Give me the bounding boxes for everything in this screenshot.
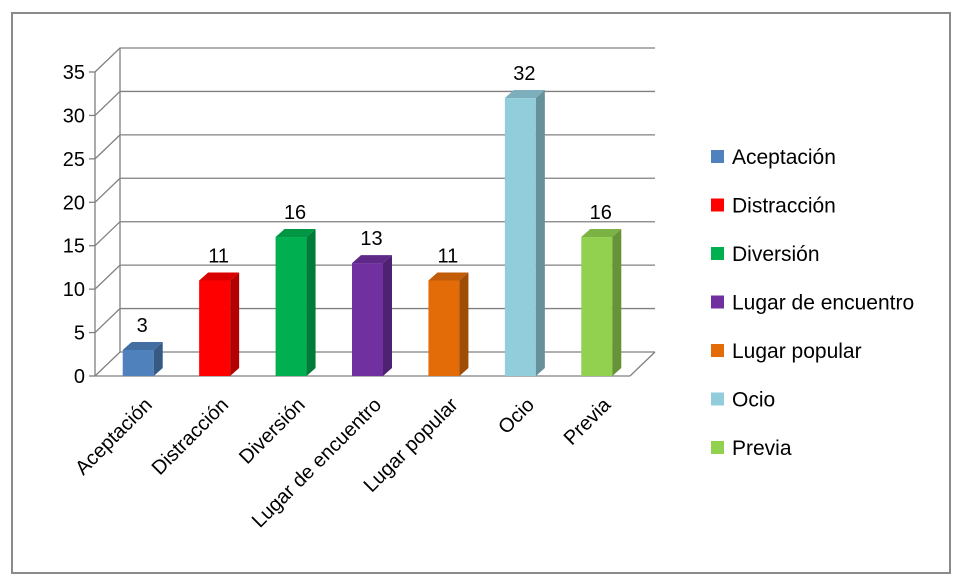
- bar-top: [504, 90, 545, 99]
- x-tick-label: Distracción: [148, 394, 234, 480]
- bar-front: [122, 349, 154, 376]
- bar-side: [459, 272, 469, 376]
- bar-front: [581, 237, 613, 376]
- legend-label: Diversión: [732, 243, 820, 266]
- legend-swatch: [711, 441, 724, 454]
- x-tick-label: Diversión: [235, 394, 310, 469]
- bar: [122, 341, 163, 376]
- y-tick-label: 20: [63, 192, 85, 214]
- bar-top: [352, 255, 392, 264]
- legend-swatch: [711, 150, 724, 163]
- y-tick-label: 30: [63, 105, 85, 127]
- legend-item: Lugar de encuentro: [711, 292, 914, 315]
- y-tick-label: 35: [63, 62, 85, 84]
- gridline: [94, 264, 655, 290]
- legend-label: Aceptación: [732, 146, 836, 169]
- data-label: 16: [590, 202, 612, 224]
- legend-item: Previa: [711, 437, 792, 460]
- y-tick-label: 25: [63, 149, 85, 171]
- gridline: [94, 351, 655, 377]
- legend-item: Ocio: [711, 389, 775, 412]
- bar-side: [535, 90, 545, 377]
- legend-swatch: [711, 247, 724, 260]
- gridline: [94, 177, 655, 203]
- legend-item: Lugar popular: [711, 340, 862, 363]
- legend-label: Previa: [732, 437, 792, 460]
- gridline: [94, 47, 655, 73]
- chart-frame: [11, 12, 951, 574]
- y-tick-label: 10: [63, 279, 85, 301]
- legend-item: Diversión: [711, 243, 820, 266]
- y-tick-label: 15: [63, 236, 85, 258]
- bar-top: [275, 229, 316, 238]
- gridline: [94, 134, 655, 160]
- gridline: [94, 221, 655, 247]
- bar-top: [122, 341, 163, 350]
- bar-side: [306, 229, 316, 376]
- y-tick-label: 0: [74, 366, 85, 388]
- bar-top: [199, 272, 240, 281]
- data-label: 13: [360, 228, 382, 250]
- bar-front: [199, 280, 231, 376]
- data-label: 11: [438, 245, 459, 267]
- bar-side: [230, 272, 240, 376]
- legend-swatch: [711, 198, 724, 212]
- bar-front: [504, 98, 536, 377]
- x-tick-label: Previa: [560, 393, 616, 449]
- floor-right: [629, 351, 656, 377]
- legend-swatch: [711, 295, 724, 309]
- y-axis-ticks: 0 5 10 15 20 25 30 35: [63, 62, 95, 388]
- bar: [199, 272, 240, 376]
- data-label: 3: [137, 315, 148, 337]
- bar: [275, 229, 316, 376]
- bar-side: [153, 341, 163, 376]
- bar-top: [428, 272, 469, 281]
- data-label: 11: [208, 245, 229, 267]
- bar-side: [612, 229, 622, 376]
- x-tick-label: Ocio: [494, 394, 539, 439]
- bar: [352, 255, 392, 376]
- bars: [122, 90, 622, 377]
- data-labels: 3 11 16 13 11 32 16: [137, 63, 612, 337]
- data-label: 32: [513, 63, 535, 85]
- bar-front: [428, 280, 460, 376]
- legend-label: Distracción: [732, 195, 836, 218]
- bar: [581, 229, 622, 376]
- legend-swatch: [711, 344, 724, 357]
- bar-side: [383, 255, 392, 376]
- data-label: 16: [284, 202, 306, 224]
- legend-label: Ocio: [732, 389, 775, 412]
- bar-front: [275, 237, 307, 376]
- bar-top: [581, 229, 622, 238]
- legend: Aceptación Distracción Diversión Lugar de e…: [711, 146, 914, 460]
- legend-label: Lugar de encuentro: [732, 292, 914, 315]
- x-tick-label: Lugar de encuentro: [248, 394, 386, 532]
- bar: [428, 272, 469, 376]
- x-tick-label: Aceptación: [71, 394, 157, 480]
- legend-label: Lugar popular: [732, 340, 862, 363]
- bar: [504, 90, 545, 377]
- gridline: [94, 90, 655, 116]
- legend-swatch: [711, 392, 724, 406]
- gridlines: [94, 47, 655, 377]
- legend-item: Distracción: [711, 195, 836, 218]
- legend-item: Aceptación: [711, 146, 836, 169]
- gridline: [94, 307, 655, 334]
- bar-front: [352, 263, 383, 376]
- y-tick-label: 5: [74, 323, 85, 345]
